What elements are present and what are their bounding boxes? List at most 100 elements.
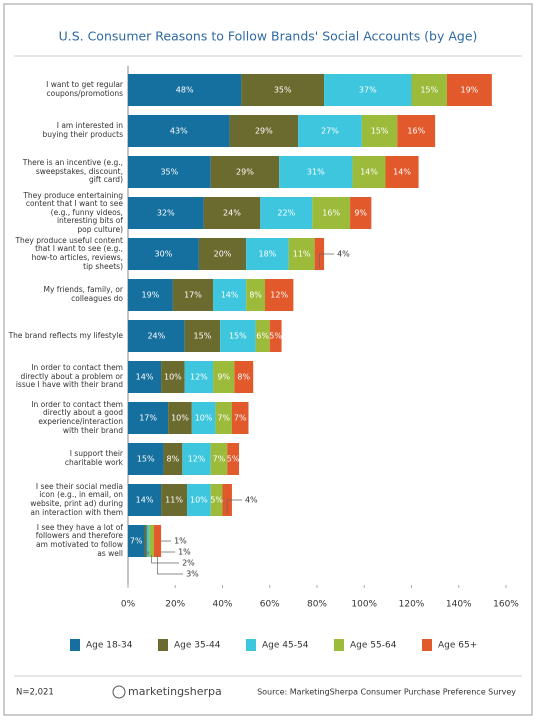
bar-segment [128, 484, 162, 516]
x-tick-label: 40% [212, 600, 232, 610]
value-label: 5% [210, 496, 223, 505]
value-label: 5% [227, 455, 240, 464]
leader-line [157, 555, 184, 575]
bar-segment [128, 320, 185, 352]
bar-segment [241, 74, 325, 106]
category-label: In order to contact them directly about … [31, 399, 123, 435]
category-label-text: I see their social media icon (e.g., in … [30, 481, 123, 517]
value-label: 35% [274, 86, 292, 95]
value-label: 12% [188, 455, 206, 464]
value-label: 6% [256, 332, 269, 341]
bar-segment [255, 320, 270, 352]
value-label: 7% [213, 455, 226, 464]
bar-segment [128, 197, 204, 229]
value-label: 43% [170, 127, 188, 136]
bar-segment [352, 156, 386, 188]
value-label: 10% [190, 496, 208, 505]
bar-segment [187, 484, 211, 516]
category-label-text: There is an incentive (e.g., sweepstakes… [22, 158, 123, 185]
value-label: 24% [223, 209, 241, 218]
bar-segment [149, 525, 154, 557]
value-label: 16% [407, 127, 425, 136]
category-label-text: In order to contact them directly about … [15, 363, 123, 390]
category-label: They produce useful content that I want … [15, 235, 123, 271]
value-label: 35% [160, 168, 178, 177]
x-tick-label: 140% [446, 600, 472, 610]
bar-segment [411, 74, 447, 106]
value-label: 29% [255, 127, 273, 136]
legend-label: Age 45-54 [262, 641, 309, 651]
value-label: 15% [229, 332, 247, 341]
bar-segment [215, 402, 232, 434]
legend-swatch [70, 639, 80, 651]
value-label: 27% [321, 127, 339, 136]
legend-swatch [334, 639, 344, 651]
leader-line [145, 540, 172, 555]
legend-swatch [158, 639, 168, 651]
value-label: 19% [460, 86, 478, 95]
x-tick-label: 80% [307, 600, 327, 610]
value-label: 15% [371, 127, 389, 136]
value-label: 29% [236, 168, 254, 177]
value-label: 15% [194, 332, 212, 341]
bar-segment [210, 443, 228, 475]
bar-segment [210, 484, 223, 516]
bar-segment [128, 443, 164, 475]
bar-segment [361, 115, 398, 147]
value-label: 11% [165, 496, 183, 505]
x-tick-label: 60% [260, 600, 280, 610]
legend-label: Age 18-34 [86, 641, 133, 651]
bar-segment [279, 156, 353, 188]
bar-segment [213, 361, 235, 393]
bar-segment [128, 525, 145, 557]
category-label-text: My friends, family, or colleagues do [43, 285, 124, 303]
bar-segment [172, 279, 214, 311]
legend-label: Age 65+ [438, 641, 477, 651]
value-label: 14% [360, 168, 378, 177]
value-label: 8% [237, 373, 250, 382]
bar-segment [260, 197, 313, 229]
value-label: 37% [359, 86, 377, 95]
value-label: 10% [164, 373, 182, 382]
bar-segment [350, 197, 372, 229]
bar-segment [128, 74, 242, 106]
bar-segment [182, 443, 211, 475]
category-label: They produce entertaining content that I… [23, 191, 123, 234]
value-label: 48% [176, 86, 194, 95]
value-label: 1% [174, 537, 187, 546]
x-tick-label: 100% [351, 600, 377, 610]
bar-segment [246, 279, 266, 311]
value-label: 12% [270, 291, 288, 300]
value-label: 17% [184, 291, 202, 300]
legend-swatch [246, 639, 256, 651]
bar-segment [231, 402, 249, 434]
leader-line [319, 253, 335, 268]
legend-swatch [422, 639, 432, 651]
bar-segment [298, 115, 362, 147]
bar-segment [265, 279, 294, 311]
category-label: I am interested in buying their products [42, 122, 123, 139]
bar-segment [220, 320, 256, 352]
x-tick-label: 0% [121, 600, 136, 610]
value-label: 15% [137, 455, 155, 464]
category-label-text: In order to contact them directly about … [31, 399, 123, 435]
value-label: 31% [307, 168, 325, 177]
value-label: 14% [393, 168, 411, 177]
bar-segment [227, 443, 240, 475]
value-label: 10% [171, 414, 189, 423]
value-label: 14% [136, 373, 154, 382]
leader-line [147, 551, 176, 555]
category-label-text: They produce useful content that I want … [15, 235, 123, 271]
value-label: 18% [258, 250, 276, 259]
value-label: 19% [142, 291, 160, 300]
leader-line [151, 555, 180, 564]
value-label: 9% [217, 373, 230, 382]
bar-segment [161, 484, 188, 516]
bar-segment [184, 320, 221, 352]
category-label: In order to contact them directly about … [15, 363, 123, 390]
category-label: I want to get regular coupons/promotions [46, 81, 123, 98]
logo-icon [112, 685, 126, 699]
value-label: 14% [221, 291, 239, 300]
value-label: 8% [249, 291, 262, 300]
